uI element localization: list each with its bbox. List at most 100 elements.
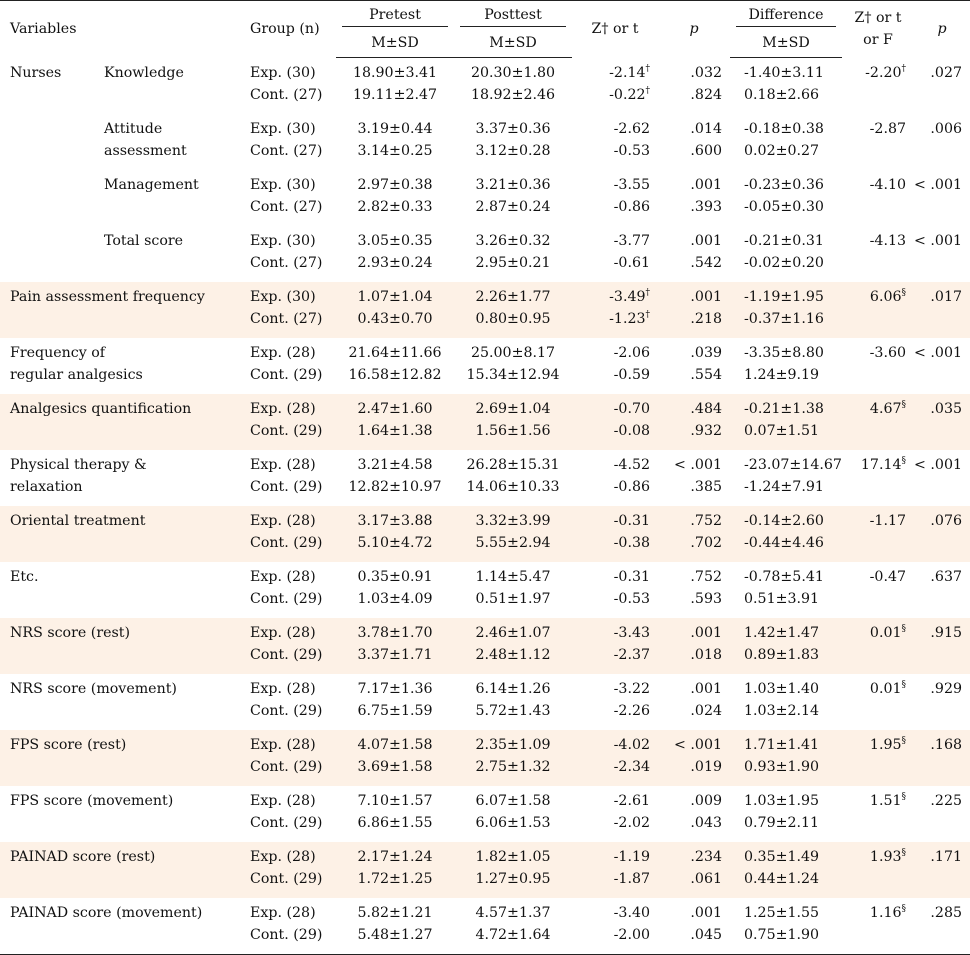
posttest-cell: 5.72±1.43	[475, 703, 551, 719]
p-value-cell: .593	[690, 591, 723, 607]
group-cell: Exp. (28)	[240, 730, 337, 756]
variable-cell: PAINAD score (movement)	[10, 905, 203, 921]
difference-cell: -1.19±1.95	[730, 282, 843, 308]
header-group: Group (n)	[250, 21, 320, 38]
difference-cell: -0.14±2.60	[730, 506, 843, 532]
cell-value: -0.31	[613, 569, 651, 585]
p-value-cell: .024	[690, 703, 723, 719]
z-or-t-cell: -4.52	[572, 450, 658, 476]
pretest-cell: 2.47±1.60	[336, 394, 455, 420]
z-or-t-cell: -1.23†	[572, 308, 659, 338]
z-or-t-cell: -2.02	[572, 812, 658, 842]
variable-cell: Oriental treatment	[0, 506, 241, 532]
difference-cell: 0.93±1.90	[730, 756, 843, 786]
posttest-cell: 6.14±1.26	[475, 681, 551, 697]
group-test-cell-empty	[842, 924, 915, 955]
group-cell: Cont. (29)	[250, 479, 323, 495]
footnote-mark: §	[901, 736, 907, 746]
posttest-cell: 15.34±12.94	[466, 367, 560, 383]
pretest-cell: 2.97±0.38	[357, 177, 433, 193]
table-row: relaxation Cont. (29) 12.82±10.97 14.06±10.…	[0, 476, 970, 506]
cell-value: -2.14	[609, 64, 646, 81]
table-row: Etc. Exp. (28) 0.35±0.91 1.14±5.47 -0.31 .752…	[0, 562, 970, 588]
group-p-cell: < .001	[914, 177, 963, 193]
difference-cell: -0.21±0.31	[744, 233, 824, 249]
group-test-cell-empty	[842, 84, 914, 114]
cell-value: -3.43	[613, 625, 651, 641]
cell-value: -3.77	[613, 233, 651, 249]
variable-cell: Frequency of	[10, 345, 106, 361]
z-or-t-cell: -0.59	[572, 364, 658, 394]
pretest-cell: 5.48±1.27	[336, 924, 455, 955]
difference-cell: -0.05±0.30	[744, 199, 824, 215]
difference-cell: 0.75±1.90	[730, 924, 843, 955]
table-row: Management Exp. (30) 2.97±0.38 3.21±0.36 -3.…	[0, 170, 970, 196]
posttest-cell: 6.06±1.53	[475, 815, 551, 831]
group-cell: Cont. (27)	[250, 255, 323, 271]
cell-value: -0.86	[613, 199, 651, 215]
group-p-cell-empty	[914, 140, 970, 170]
subvariable-cell	[94, 252, 240, 282]
cell-value: -0.59	[613, 367, 651, 383]
group-p-cell-empty	[914, 196, 970, 226]
pretest-cell: 1.72±1.25	[336, 868, 455, 898]
cell-value: -0.47	[869, 569, 907, 585]
group-p-cell: .915	[914, 618, 970, 644]
cell-value: 1.51	[869, 793, 902, 809]
group-test-cell-empty	[842, 252, 914, 282]
difference-cell: 0.35±1.49	[730, 842, 843, 868]
group-p-cell: .168	[914, 730, 970, 756]
table-row: Cont. (27) 0.43±0.70 0.80±0.95 -1.23† .218 -0…	[0, 308, 970, 338]
cell-value: -0.61	[613, 255, 651, 271]
group-cell: Cont. (29)	[240, 420, 337, 450]
pretest-cell: 7.17±1.36	[357, 681, 433, 697]
z-or-t-cell: -3.55	[572, 170, 658, 196]
cell-value: 0.01	[869, 625, 902, 641]
cell-value: 1.95	[869, 737, 902, 753]
group-p-cell: .929	[930, 681, 963, 697]
variable-cell	[0, 588, 240, 618]
table-row: NRS score (movement) Exp. (28) 7.17±1.36 6.…	[0, 674, 970, 700]
pretest-cell: 1.03±4.09	[357, 591, 433, 607]
posttest-cell: 3.37±0.36	[475, 121, 551, 137]
cell-value: -3.40	[613, 905, 651, 921]
group-cell: Cont. (29)	[240, 644, 337, 674]
cell-value: -4.10	[869, 177, 907, 193]
group-p-cell-empty	[914, 868, 970, 898]
cell-value: -3.60	[869, 345, 907, 361]
p-value-cell: .932	[658, 420, 731, 450]
posttest-cell: 1.14±5.47	[475, 569, 551, 585]
pretest-cell: 3.17±3.88	[336, 506, 455, 532]
table-row: Cont. (27) 2.93±0.24 2.95±0.21 -0.61 .542 -0.…	[0, 252, 970, 282]
group-cell: Exp. (28)	[250, 905, 316, 921]
subvariable-cell: Management	[104, 177, 199, 193]
table-row: Total score Exp. (30) 3.05±0.35 3.26±0.32 -3…	[0, 226, 970, 252]
footnote-mark: †	[645, 86, 651, 96]
footnote-mark: §	[901, 680, 907, 690]
group-cell: Exp. (30)	[250, 64, 316, 81]
group-test-cell-empty	[842, 420, 915, 450]
variable-cell	[0, 756, 241, 786]
difference-cell: -23.07±14.67	[744, 457, 842, 473]
group-test-cell: -1.17	[842, 506, 915, 532]
pretest-cell: 4.07±1.58	[336, 730, 455, 756]
group-test-cell: -2.20†	[842, 58, 914, 85]
pretest-cell: 5.10±4.72	[336, 532, 455, 562]
p-value-cell: .045	[658, 924, 731, 955]
group-test-cell: -4.10	[842, 170, 914, 196]
variable-cell	[0, 812, 240, 842]
pretest-cell: 19.11±2.47	[352, 87, 438, 103]
category-cell	[0, 196, 94, 226]
table-row: Cont. (27) 19.11±2.47 18.92±2.46 -0.22† .824…	[0, 84, 970, 114]
group-cell: Exp. (30)	[250, 121, 316, 137]
difference-cell: -1.40±3.11	[744, 65, 824, 81]
variable-cell	[0, 868, 241, 898]
difference-cell: 0.51±3.91	[744, 591, 820, 607]
p-value-cell: .001	[690, 177, 723, 193]
group-cell: Cont. (29)	[240, 532, 337, 562]
group-test-cell: 1.93§	[842, 842, 915, 868]
table-row: Cont. (29) 6.75±1.59 5.72±1.43 -2.26 .024 1.0…	[0, 700, 970, 730]
table-row: Nurses Knowledge Exp. (30) 18.90±3.41 20.30±…	[0, 58, 970, 85]
group-test-cell: 6.06§	[842, 282, 915, 308]
